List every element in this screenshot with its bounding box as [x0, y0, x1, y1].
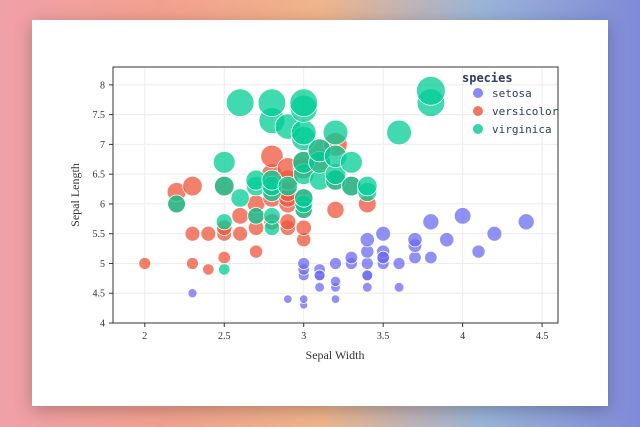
x-tick-label: 2.5	[218, 331, 231, 342]
point-setosa	[408, 250, 422, 265]
point-setosa	[375, 225, 392, 242]
point-versicolor	[295, 219, 312, 236]
legend-marker	[473, 106, 483, 116]
point-setosa	[329, 257, 342, 270]
point-versicolor	[202, 263, 215, 276]
point-versicolor	[279, 213, 297, 231]
legend-marker	[473, 124, 483, 134]
y-tick-label: 5	[100, 259, 105, 270]
y-tick-label: 7.5	[93, 110, 106, 121]
legend-label: versicolor	[492, 105, 559, 118]
chart-card: 2 2.5 3 3.5 4 4.5 4 4.5 5 5.5 6 6.5 7 7.5 8 Sepal Widt…	[32, 20, 608, 406]
plot-frame	[112, 66, 559, 324]
point-setosa	[313, 269, 326, 282]
point-virginica	[230, 188, 250, 208]
y-axis-label: Sepal Length	[68, 163, 82, 227]
point-virginica	[247, 207, 265, 225]
point-setosa	[330, 294, 341, 304]
point-setosa	[517, 213, 535, 231]
point-setosa	[329, 275, 342, 287]
point-setosa	[359, 232, 375, 248]
point-virginica	[322, 119, 349, 146]
point-virginica	[416, 75, 446, 106]
y-tick-label: 5.5	[93, 229, 106, 240]
point-virginica	[214, 175, 235, 197]
point-versicolor	[232, 225, 249, 242]
point-setosa	[283, 294, 293, 304]
point-setosa	[362, 282, 373, 293]
point-virginica	[386, 119, 412, 146]
point-setosa	[344, 250, 359, 265]
x-tick-label: 3.5	[377, 331, 390, 342]
point-setosa	[424, 250, 438, 265]
legend-label: setosa	[492, 87, 532, 100]
point-versicolor	[186, 257, 199, 270]
x-tick-label: 2	[142, 331, 147, 342]
series-virginica	[167, 75, 446, 276]
point-virginica	[289, 88, 318, 117]
legend-item-setosa[interactable]: setosa	[473, 87, 532, 100]
point-virginica	[212, 150, 236, 174]
point-setosa	[299, 294, 309, 304]
point-virginica	[263, 207, 281, 225]
point-setosa	[407, 232, 423, 248]
point-setosa	[439, 232, 455, 248]
point-virginica	[225, 88, 255, 117]
x-tick-label: 4	[460, 331, 465, 342]
x-tick-label: 4.5	[536, 331, 549, 342]
point-virginica	[294, 188, 314, 208]
point-virginica	[357, 175, 378, 197]
y-tick-label: 6	[100, 199, 105, 210]
x-axis-label: Sepal Width	[306, 348, 365, 362]
point-versicolor	[200, 225, 217, 242]
point-virginica	[218, 263, 231, 276]
legend-item-virginica[interactable]: virginica	[473, 123, 552, 136]
data-points	[138, 75, 535, 310]
point-setosa	[297, 257, 311, 270]
y-tick-label: 4	[100, 319, 105, 330]
point-setosa	[471, 244, 486, 259]
point-versicolor	[326, 200, 345, 219]
y-tick-label: 8	[100, 80, 105, 91]
point-setosa	[453, 207, 472, 225]
y-tick-label: 7	[100, 140, 105, 151]
legend-title: species	[462, 71, 513, 85]
point-setosa	[486, 225, 503, 242]
point-versicolor	[260, 144, 284, 168]
point-versicolor	[138, 257, 152, 270]
point-versicolor	[182, 175, 203, 197]
point-versicolor	[217, 250, 231, 265]
point-setosa	[392, 257, 406, 270]
point-versicolor	[231, 207, 249, 225]
point-virginica	[167, 194, 186, 214]
point-versicolor	[184, 225, 201, 242]
point-setosa	[361, 269, 374, 282]
iris-scatter-chart: 2 2.5 3 3.5 4 4.5 4 4.5 5 5.5 6 6.5 7 7.5 8 Sepal Widt…	[68, 66, 559, 362]
point-virginica	[215, 213, 233, 231]
legend-item-versicolor[interactable]: versicolor	[473, 105, 559, 118]
point-setosa	[422, 213, 440, 231]
point-setosa	[393, 282, 405, 293]
point-virginica	[340, 150, 363, 174]
legend[interactable]: species setosa versicolor virginica	[462, 71, 559, 136]
point-versicolor	[249, 244, 264, 259]
series-setosa	[187, 207, 535, 310]
point-virginica	[257, 88, 287, 117]
point-setosa	[376, 250, 390, 265]
legend-label: virginica	[492, 123, 552, 136]
point-setosa	[187, 288, 198, 299]
point-virginica	[277, 175, 299, 197]
y-tick-label: 6.5	[93, 170, 106, 181]
legend-marker	[473, 88, 483, 98]
tick-labels: 2 2.5 3 3.5 4 4.5 4 4.5 5 5.5 6 6.5 7 7.5 8	[93, 80, 549, 342]
x-tick-label: 3	[301, 331, 306, 342]
y-tick-label: 4.5	[93, 289, 106, 300]
point-setosa	[360, 257, 374, 270]
point-setosa	[314, 282, 325, 293]
